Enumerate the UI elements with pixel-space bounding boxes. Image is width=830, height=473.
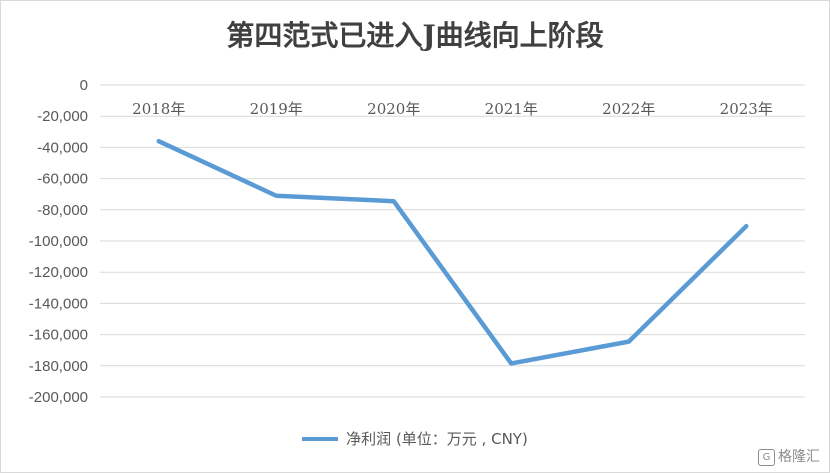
y-tick-label: -80,000 (37, 202, 88, 219)
y-tick-label: -40,000 (37, 139, 88, 156)
y-tick-label: -180,000 (29, 358, 88, 375)
x-tick-label: 2021年 (485, 100, 538, 118)
y-tick-label: -160,000 (29, 327, 88, 344)
watermark-text: 格隆汇 (778, 449, 820, 465)
series-layer (156, 138, 749, 366)
y-tick-label: -120,000 (29, 264, 88, 281)
y-tick-label: -60,000 (37, 171, 88, 188)
legend-swatch (302, 436, 339, 441)
y-tick-label: -140,000 (29, 295, 88, 312)
y-axis: 0 -20,000 -40,000 -60,000 -80,000 -100,000 -12… (29, 77, 88, 406)
x-tick-label: 2022年 (602, 100, 655, 118)
gridlines (100, 84, 805, 398)
x-tick-label: 2018年 (132, 100, 185, 118)
gelonghui-logo-icon: G (758, 448, 775, 466)
watermark: G 格隆汇 (758, 446, 820, 466)
y-tick-label: -20,000 (37, 108, 88, 125)
y-tick-label: 0 (80, 77, 88, 94)
y-tick-label: -100,000 (29, 233, 88, 250)
y-tick-label: -200,000 (29, 389, 88, 406)
chart-title: 第四范式已进入J曲线向上阶段 (226, 19, 604, 52)
x-axis: 2018年 2019年 2020年 2021年 2022年 2023年 (132, 100, 773, 118)
series-line (156, 138, 749, 366)
legend: 净利润 (单位：万元 , CNY) (0, 428, 830, 449)
x-tick-label: 2019年 (250, 100, 303, 118)
x-tick-label: 2020年 (367, 100, 420, 118)
x-tick-label: 2023年 (720, 100, 773, 118)
legend-label: 净利润 (单位：万元 , CNY) (346, 430, 528, 448)
